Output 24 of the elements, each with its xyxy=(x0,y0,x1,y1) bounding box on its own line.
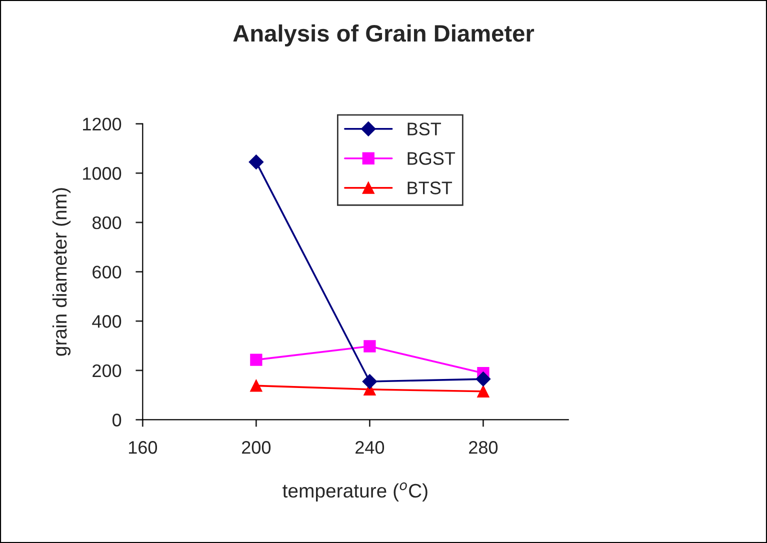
point xyxy=(250,354,262,366)
chart-title: Analysis of Grain Diameter xyxy=(233,24,534,46)
point xyxy=(362,374,378,389)
y-tick-label: 0 xyxy=(112,414,122,426)
point xyxy=(248,154,264,170)
legend-label: BGST xyxy=(408,152,456,165)
legend-label: BTST xyxy=(408,182,452,194)
x-tick-label: 280 xyxy=(469,441,498,454)
x-tick-label: 240 xyxy=(356,441,384,454)
legend-label: BST xyxy=(408,122,441,136)
point xyxy=(476,372,491,386)
y-tick-label: 600 xyxy=(92,266,122,278)
point xyxy=(477,385,490,398)
y-tick-label: 800 xyxy=(92,216,122,230)
y-axis-title: grain diameter (nm) xyxy=(52,188,71,356)
x-tick-label: 160 xyxy=(128,441,158,454)
point xyxy=(250,380,262,392)
x-axis-title: temperature ($^{o}$C) xyxy=(282,482,428,502)
point xyxy=(364,340,376,352)
y-tick-label: 1000 xyxy=(83,167,122,180)
y-tick-label: 400 xyxy=(92,315,122,328)
y-tick-label: 1200 xyxy=(83,118,122,131)
x-tick-label: 200 xyxy=(242,441,271,454)
y-tick-label: 200 xyxy=(92,364,122,378)
